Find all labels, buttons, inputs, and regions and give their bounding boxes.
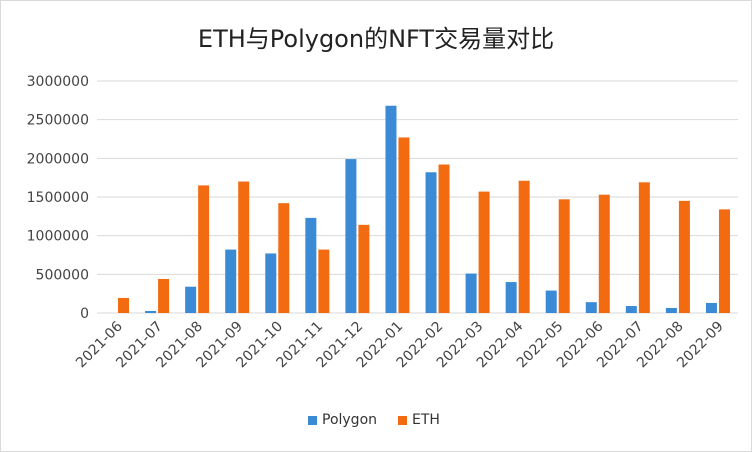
bar-eth <box>358 224 370 313</box>
bar-polygon <box>265 253 277 313</box>
bar-eth <box>158 278 170 313</box>
bar-polygon <box>305 217 317 313</box>
bar-eth <box>398 137 410 313</box>
bar-eth <box>198 185 210 313</box>
bar-polygon <box>425 172 437 313</box>
bar-eth <box>638 182 650 313</box>
legend-polygon: Polygon <box>308 412 377 428</box>
legend-label-polygon: Polygon <box>322 412 378 428</box>
bar-polygon <box>705 302 717 313</box>
bar-eth <box>278 203 290 313</box>
legend-label-eth: ETH <box>412 412 440 428</box>
bar-eth <box>438 164 450 313</box>
y-tick-label: 2000000 <box>27 151 89 167</box>
bar-polygon <box>665 307 677 313</box>
bar-polygon <box>225 249 237 313</box>
bar-polygon <box>145 310 157 313</box>
bar-eth <box>318 249 330 313</box>
y-tick-label: 2500000 <box>27 113 89 129</box>
bar-polygon <box>585 302 597 313</box>
bar-polygon <box>465 273 477 313</box>
bar-polygon <box>385 105 397 313</box>
y-tick-label: 1500000 <box>27 190 89 206</box>
y-tick-label: 0 <box>80 306 89 322</box>
legend-eth: ETH <box>398 412 440 428</box>
bar-polygon <box>545 290 557 313</box>
bar-eth <box>118 297 130 313</box>
y-tick-label: 500000 <box>36 267 89 283</box>
legend-swatch-polygon <box>308 415 317 425</box>
bar-eth <box>478 191 490 313</box>
bar-eth <box>558 199 570 313</box>
y-tick-label: 1000000 <box>27 229 89 245</box>
bar-eth <box>598 194 610 313</box>
bar-polygon <box>185 286 197 313</box>
bar-polygon <box>505 282 517 313</box>
bar-eth <box>518 180 530 313</box>
legend-swatch-eth <box>398 415 407 425</box>
bar-eth <box>718 209 730 313</box>
bar-eth <box>238 181 250 313</box>
bar-eth <box>678 200 690 313</box>
bar-polygon <box>625 306 637 313</box>
chart-title: ETH与Polygon的NFT交易量对比 <box>197 25 555 53</box>
y-tick-label: 3000000 <box>27 74 89 90</box>
bar-polygon <box>345 159 357 313</box>
